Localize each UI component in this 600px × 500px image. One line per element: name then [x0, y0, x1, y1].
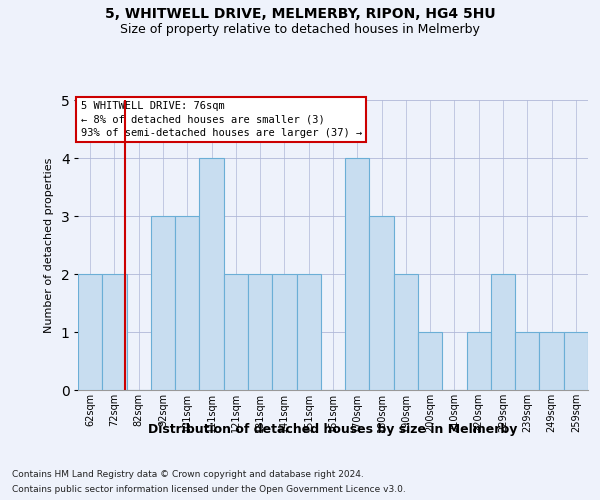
Bar [199, 158, 224, 390]
Y-axis label: Number of detached properties: Number of detached properties [44, 158, 54, 332]
Bar [296, 274, 321, 390]
Bar [418, 332, 442, 390]
Text: 5 WHITWELL DRIVE: 76sqm
← 8% of detached houses are smaller (3)
93% of semi-deta: 5 WHITWELL DRIVE: 76sqm ← 8% of detached… [80, 102, 362, 138]
Bar [539, 332, 564, 390]
Text: Size of property relative to detached houses in Melmerby: Size of property relative to detached ho… [120, 22, 480, 36]
Bar [248, 274, 272, 390]
Bar [345, 158, 370, 390]
Bar [370, 216, 394, 390]
Bar [102, 274, 127, 390]
Text: Contains public sector information licensed under the Open Government Licence v3: Contains public sector information licen… [12, 485, 406, 494]
Bar [175, 216, 199, 390]
Bar [272, 274, 296, 390]
Bar [224, 274, 248, 390]
Bar [78, 274, 102, 390]
Bar [564, 332, 588, 390]
Text: 5, WHITWELL DRIVE, MELMERBY, RIPON, HG4 5HU: 5, WHITWELL DRIVE, MELMERBY, RIPON, HG4 … [104, 8, 496, 22]
Bar [151, 216, 175, 390]
Bar [491, 274, 515, 390]
Bar [515, 332, 539, 390]
Text: Contains HM Land Registry data © Crown copyright and database right 2024.: Contains HM Land Registry data © Crown c… [12, 470, 364, 479]
Bar [394, 274, 418, 390]
Text: Distribution of detached houses by size in Melmerby: Distribution of detached houses by size … [148, 422, 518, 436]
Bar [467, 332, 491, 390]
